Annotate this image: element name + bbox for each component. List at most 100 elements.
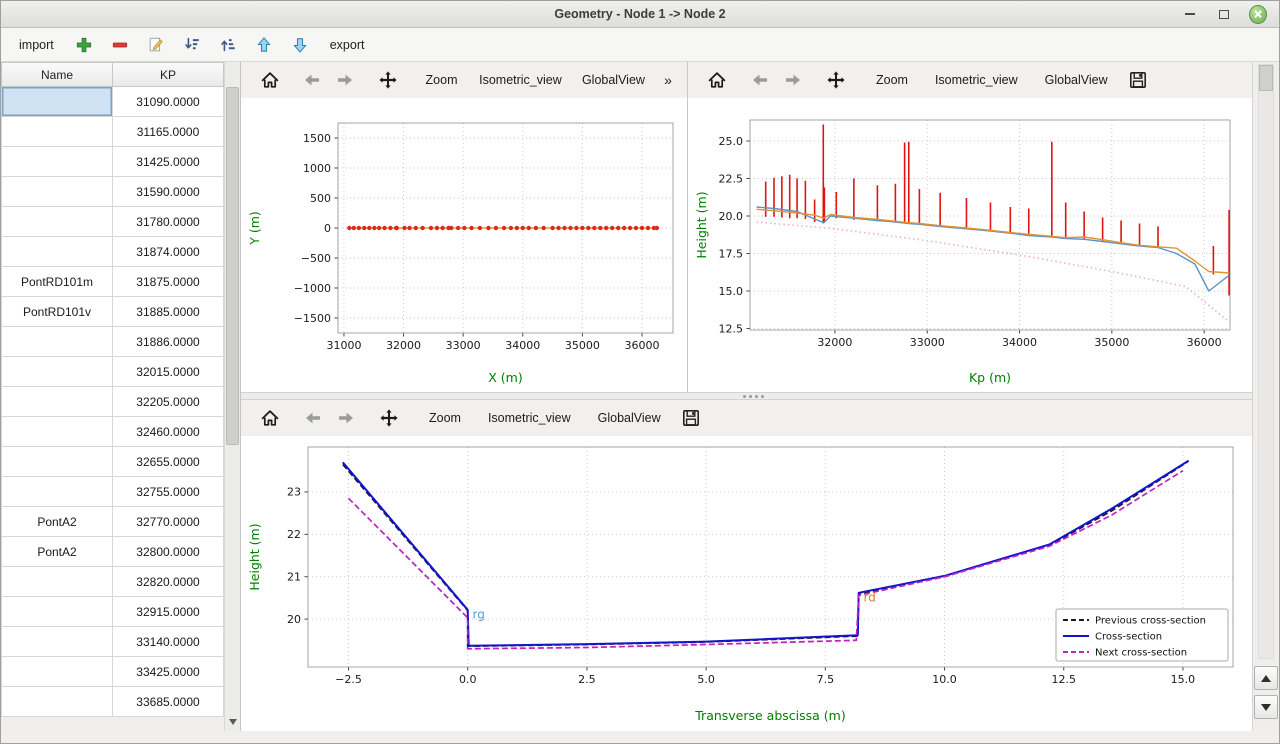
plot2-save-icon[interactable] bbox=[1123, 65, 1153, 95]
table-scrollbar-thumb[interactable] bbox=[226, 87, 239, 445]
name-cell[interactable] bbox=[1, 327, 113, 357]
name-cell[interactable] bbox=[1, 567, 113, 597]
kp-cell[interactable]: 32915.0000 bbox=[113, 597, 224, 627]
kp-cell[interactable]: 31780.0000 bbox=[113, 207, 224, 237]
plot2-back-icon[interactable] bbox=[745, 65, 775, 95]
kp-cell[interactable]: 32820.0000 bbox=[113, 567, 224, 597]
plot3-pan-icon[interactable] bbox=[374, 403, 404, 433]
svg-text:15.0: 15.0 bbox=[1171, 673, 1196, 686]
scroll-up-button[interactable] bbox=[1254, 666, 1278, 690]
kp-cell[interactable]: 32800.0000 bbox=[113, 537, 224, 567]
plot3-globalview-button[interactable]: GlobalView bbox=[586, 403, 673, 433]
name-cell[interactable] bbox=[1, 597, 113, 627]
name-cell[interactable] bbox=[1, 87, 113, 117]
name-cell[interactable]: PontA2 bbox=[1, 537, 113, 567]
name-cell[interactable] bbox=[1, 177, 113, 207]
plot1-pan-icon[interactable] bbox=[373, 65, 403, 95]
export-button[interactable]: export bbox=[324, 32, 371, 58]
name-cell[interactable] bbox=[1, 117, 113, 147]
name-cell[interactable] bbox=[1, 237, 113, 267]
name-cell[interactable] bbox=[1, 207, 113, 237]
table-row: PontA2 32770.0000 bbox=[1, 507, 224, 537]
kp-cell[interactable]: 31885.0000 bbox=[113, 297, 224, 327]
plot3-zoom-button[interactable]: Zoom bbox=[417, 403, 473, 433]
plot1-forward-icon[interactable] bbox=[330, 65, 360, 95]
plot2-zoom-button[interactable]: Zoom bbox=[864, 65, 920, 95]
titlebar[interactable]: Geometry - Node 1 -> Node 2 bbox=[1, 1, 1279, 28]
kp-cell[interactable]: 33685.0000 bbox=[113, 687, 224, 717]
plot3-forward-icon[interactable] bbox=[331, 403, 361, 433]
minimize-button[interactable] bbox=[1181, 5, 1199, 23]
kp-cell[interactable]: 31874.0000 bbox=[113, 237, 224, 267]
kp-cell[interactable]: 31590.0000 bbox=[113, 177, 224, 207]
minimize-icon bbox=[1185, 13, 1195, 15]
name-cell[interactable]: PontRD101m bbox=[1, 267, 113, 297]
plot1-isometric-view-button[interactable]: Isometric_view bbox=[471, 65, 570, 95]
sort-ascending-icon[interactable] bbox=[216, 32, 240, 58]
column-header-name[interactable]: Name bbox=[1, 63, 113, 87]
window-scrollbar[interactable] bbox=[1252, 62, 1279, 731]
kp-cell[interactable]: 32755.0000 bbox=[113, 477, 224, 507]
plot3-back-icon[interactable] bbox=[298, 403, 328, 433]
kp-cell[interactable]: 31875.0000 bbox=[113, 267, 224, 297]
move-down-icon[interactable] bbox=[288, 32, 312, 58]
plot1-globalview-button[interactable]: GlobalView bbox=[573, 65, 654, 95]
cross-section-plot-canvas[interactable]: −2.5 0.0 2.5 5.0 7.5 10.0 12.5 15.0 20 21 22 23 rg rd… bbox=[241, 436, 1254, 728]
move-up-icon[interactable] bbox=[252, 32, 276, 58]
name-cell[interactable] bbox=[1, 687, 113, 717]
scrollbar-thumb[interactable] bbox=[1259, 65, 1273, 91]
kp-cell[interactable]: 32205.0000 bbox=[113, 387, 224, 417]
svg-text:22: 22 bbox=[287, 528, 301, 541]
restore-button[interactable] bbox=[1215, 5, 1233, 23]
name-cell[interactable] bbox=[1, 657, 113, 687]
plot1-back-icon[interactable] bbox=[297, 65, 327, 95]
longitudinal-plot-canvas[interactable]: 32000 33000 34000 35000 36000 12.5 15.0 17.5 20.… bbox=[688, 98, 1254, 390]
table-scrollbar[interactable] bbox=[224, 62, 240, 731]
edit-icon[interactable] bbox=[144, 32, 168, 58]
table-scroll-down-button[interactable] bbox=[225, 714, 240, 729]
plot1-home-icon[interactable] bbox=[255, 65, 285, 95]
close-button[interactable] bbox=[1249, 4, 1267, 24]
kp-cell[interactable]: 31165.0000 bbox=[113, 117, 224, 147]
sort-descending-icon[interactable] bbox=[180, 32, 204, 58]
kp-cell[interactable]: 32460.0000 bbox=[113, 417, 224, 447]
kp-cell[interactable]: 32015.0000 bbox=[113, 357, 224, 387]
name-cell[interactable] bbox=[1, 447, 113, 477]
kp-cell[interactable]: 31886.0000 bbox=[113, 327, 224, 357]
kp-cell[interactable]: 31090.0000 bbox=[113, 87, 224, 117]
scroll-down-button[interactable] bbox=[1254, 695, 1278, 719]
plot1-toolbar-overflow-button[interactable]: » bbox=[657, 65, 679, 95]
name-cell[interactable]: PontRD101v bbox=[1, 297, 113, 327]
name-cell[interactable] bbox=[1, 417, 113, 447]
name-cell[interactable]: PontA2 bbox=[1, 507, 113, 537]
name-cell[interactable] bbox=[1, 627, 113, 657]
plot2-isometric-view-button[interactable]: Isometric_view bbox=[923, 65, 1030, 95]
remove-icon[interactable] bbox=[108, 32, 132, 58]
plot3-home-icon[interactable] bbox=[255, 403, 285, 433]
plot3-isometric-view-button[interactable]: Isometric_view bbox=[476, 403, 583, 433]
name-cell[interactable] bbox=[1, 387, 113, 417]
xy-plot-canvas[interactable]: 31000 32000 33000 34000 35000 36000 −1500 −1000… bbox=[241, 98, 687, 390]
scrollbar-track[interactable] bbox=[1258, 64, 1274, 659]
xy-plot-panel: Zoom Isometric_view GlobalView » 31000 32… bbox=[241, 62, 687, 392]
kp-cell[interactable]: 31425.0000 bbox=[113, 147, 224, 177]
plot2-globalview-button[interactable]: GlobalView bbox=[1033, 65, 1120, 95]
table-header: Name KP bbox=[1, 63, 224, 87]
import-button[interactable]: import bbox=[13, 32, 60, 58]
kp-cell[interactable]: 33140.0000 bbox=[113, 627, 224, 657]
kp-cell[interactable]: 32655.0000 bbox=[113, 447, 224, 477]
plot2-home-icon[interactable] bbox=[702, 65, 732, 95]
plot2-pan-icon[interactable] bbox=[821, 65, 851, 95]
plot1-zoom-button[interactable]: Zoom bbox=[415, 65, 468, 95]
plot3-save-icon[interactable] bbox=[676, 403, 706, 433]
column-header-kp[interactable]: KP bbox=[113, 63, 224, 87]
horizontal-splitter[interactable] bbox=[241, 392, 1252, 400]
add-icon[interactable] bbox=[72, 32, 96, 58]
name-cell[interactable] bbox=[1, 147, 113, 177]
kp-cell[interactable]: 33425.0000 bbox=[113, 657, 224, 687]
kp-cell[interactable]: 32770.0000 bbox=[113, 507, 224, 537]
plot2-forward-icon[interactable] bbox=[778, 65, 808, 95]
name-cell[interactable] bbox=[1, 357, 113, 387]
name-cell[interactable] bbox=[1, 477, 113, 507]
window-buttons bbox=[1181, 4, 1279, 24]
